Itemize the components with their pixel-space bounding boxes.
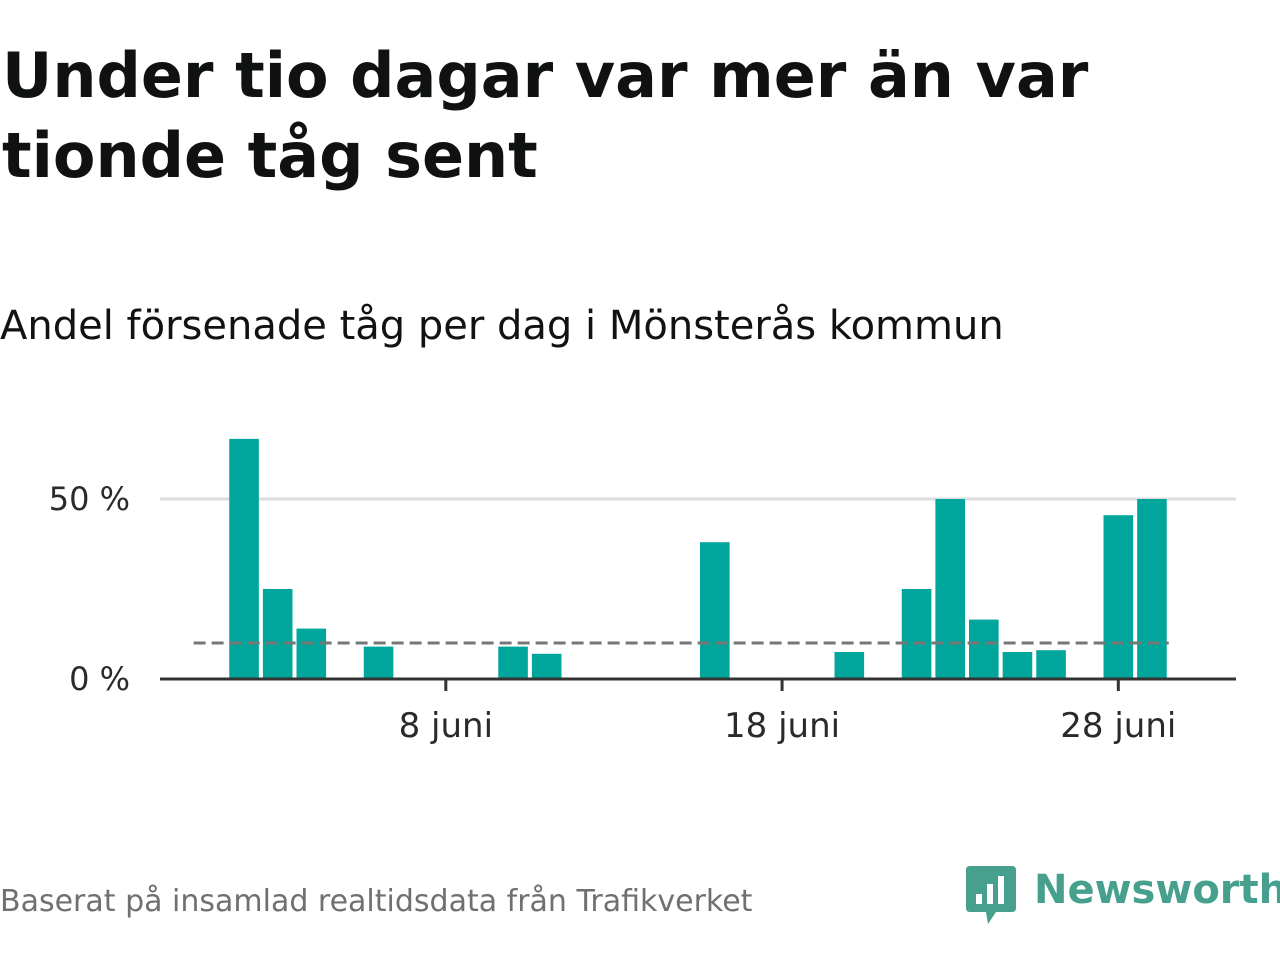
bar (834, 652, 865, 679)
y-tick-label: 50 % (49, 480, 130, 518)
bar (229, 438, 259, 679)
axes: 0 % 50 % 8 juni 18 juni 28 juni (49, 480, 1236, 746)
bar (969, 619, 999, 679)
bar (1137, 499, 1167, 679)
bar (700, 542, 730, 679)
newsworthy-logo-icon (966, 866, 1016, 924)
newsworthy-logo: Newsworthy (964, 864, 1280, 928)
bar (1103, 515, 1134, 679)
chart-subtitle: Andel försenade tåg per dag i Mönsterås … (0, 303, 1004, 349)
bars (229, 438, 1167, 679)
bar (531, 653, 562, 679)
x-tick-label: 18 juni (724, 706, 840, 746)
brand-name: Newsworthy (1034, 867, 1280, 913)
bar (363, 646, 394, 679)
source-note: Baserat på insamlad realtidsdata från Tr… (0, 884, 753, 919)
bar (262, 589, 293, 679)
bar-chart: 0 % 50 % 8 juni 18 juni 28 juni (49, 438, 1236, 746)
bar (901, 589, 932, 679)
bar (1002, 652, 1033, 679)
bar (296, 628, 327, 679)
bar (498, 646, 528, 679)
bar (1036, 650, 1066, 679)
bar (935, 499, 965, 679)
chart-title: Under tio dagar var mer än var tionde tå… (2, 39, 1089, 192)
x-tick-label: 28 juni (1060, 706, 1176, 746)
x-tick-label: 8 juni (399, 706, 493, 746)
y-tick-label: 0 % (69, 660, 130, 698)
